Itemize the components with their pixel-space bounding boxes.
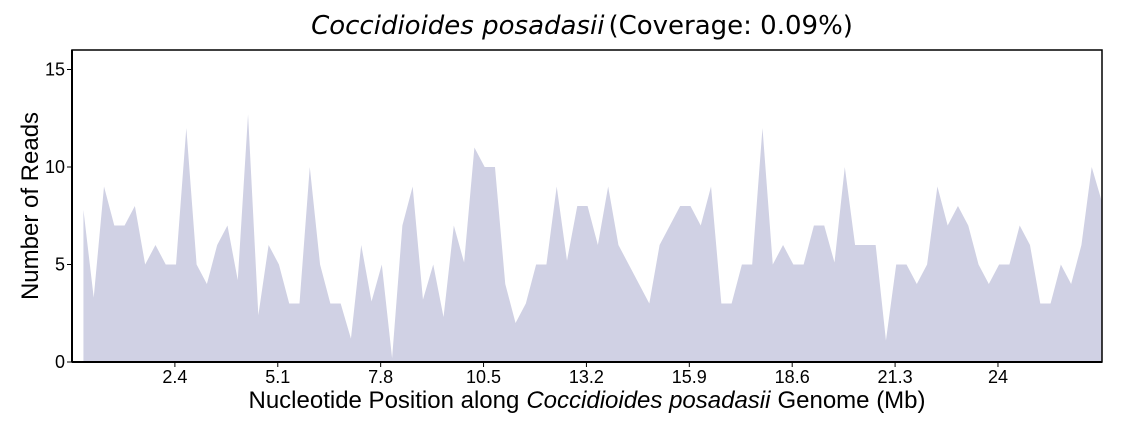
x-tick-label: 10.5 bbox=[466, 367, 501, 387]
y-tick-label: 0 bbox=[55, 352, 65, 372]
chart-title: Coccidioides posadasii (Coverage: 0.09%) bbox=[311, 11, 853, 41]
coverage-area bbox=[83, 114, 1102, 362]
y-tick-label: 15 bbox=[45, 60, 65, 80]
x-tick-label: 7.8 bbox=[368, 367, 393, 387]
x-label-part: Nucleotide Position along bbox=[248, 387, 519, 414]
x-tick-label: 24 bbox=[988, 367, 1008, 387]
title-rest: (Coverage: 0.09%) bbox=[608, 11, 852, 41]
x-tick-label: 13.2 bbox=[569, 367, 604, 387]
title-species: Coccidioides posadasii bbox=[311, 11, 605, 41]
x-tick-label: 21.3 bbox=[878, 367, 913, 387]
y-tick-label: 5 bbox=[55, 255, 65, 275]
x-tick-label: 18.6 bbox=[775, 367, 810, 387]
y-tick-label: 10 bbox=[45, 157, 65, 177]
x-tick-label: 5.1 bbox=[265, 367, 290, 387]
x-tick-label: 2.4 bbox=[162, 367, 187, 387]
x-axis-label: Nucleotide Position along Coccidioides po… bbox=[248, 387, 925, 414]
y-axis-label: Number of Reads bbox=[17, 112, 44, 300]
x-label-species: Coccidioides posadasii bbox=[526, 387, 771, 414]
x-label-part: Genome (Mb) bbox=[777, 387, 925, 414]
x-tick-label: 15.9 bbox=[672, 367, 707, 387]
